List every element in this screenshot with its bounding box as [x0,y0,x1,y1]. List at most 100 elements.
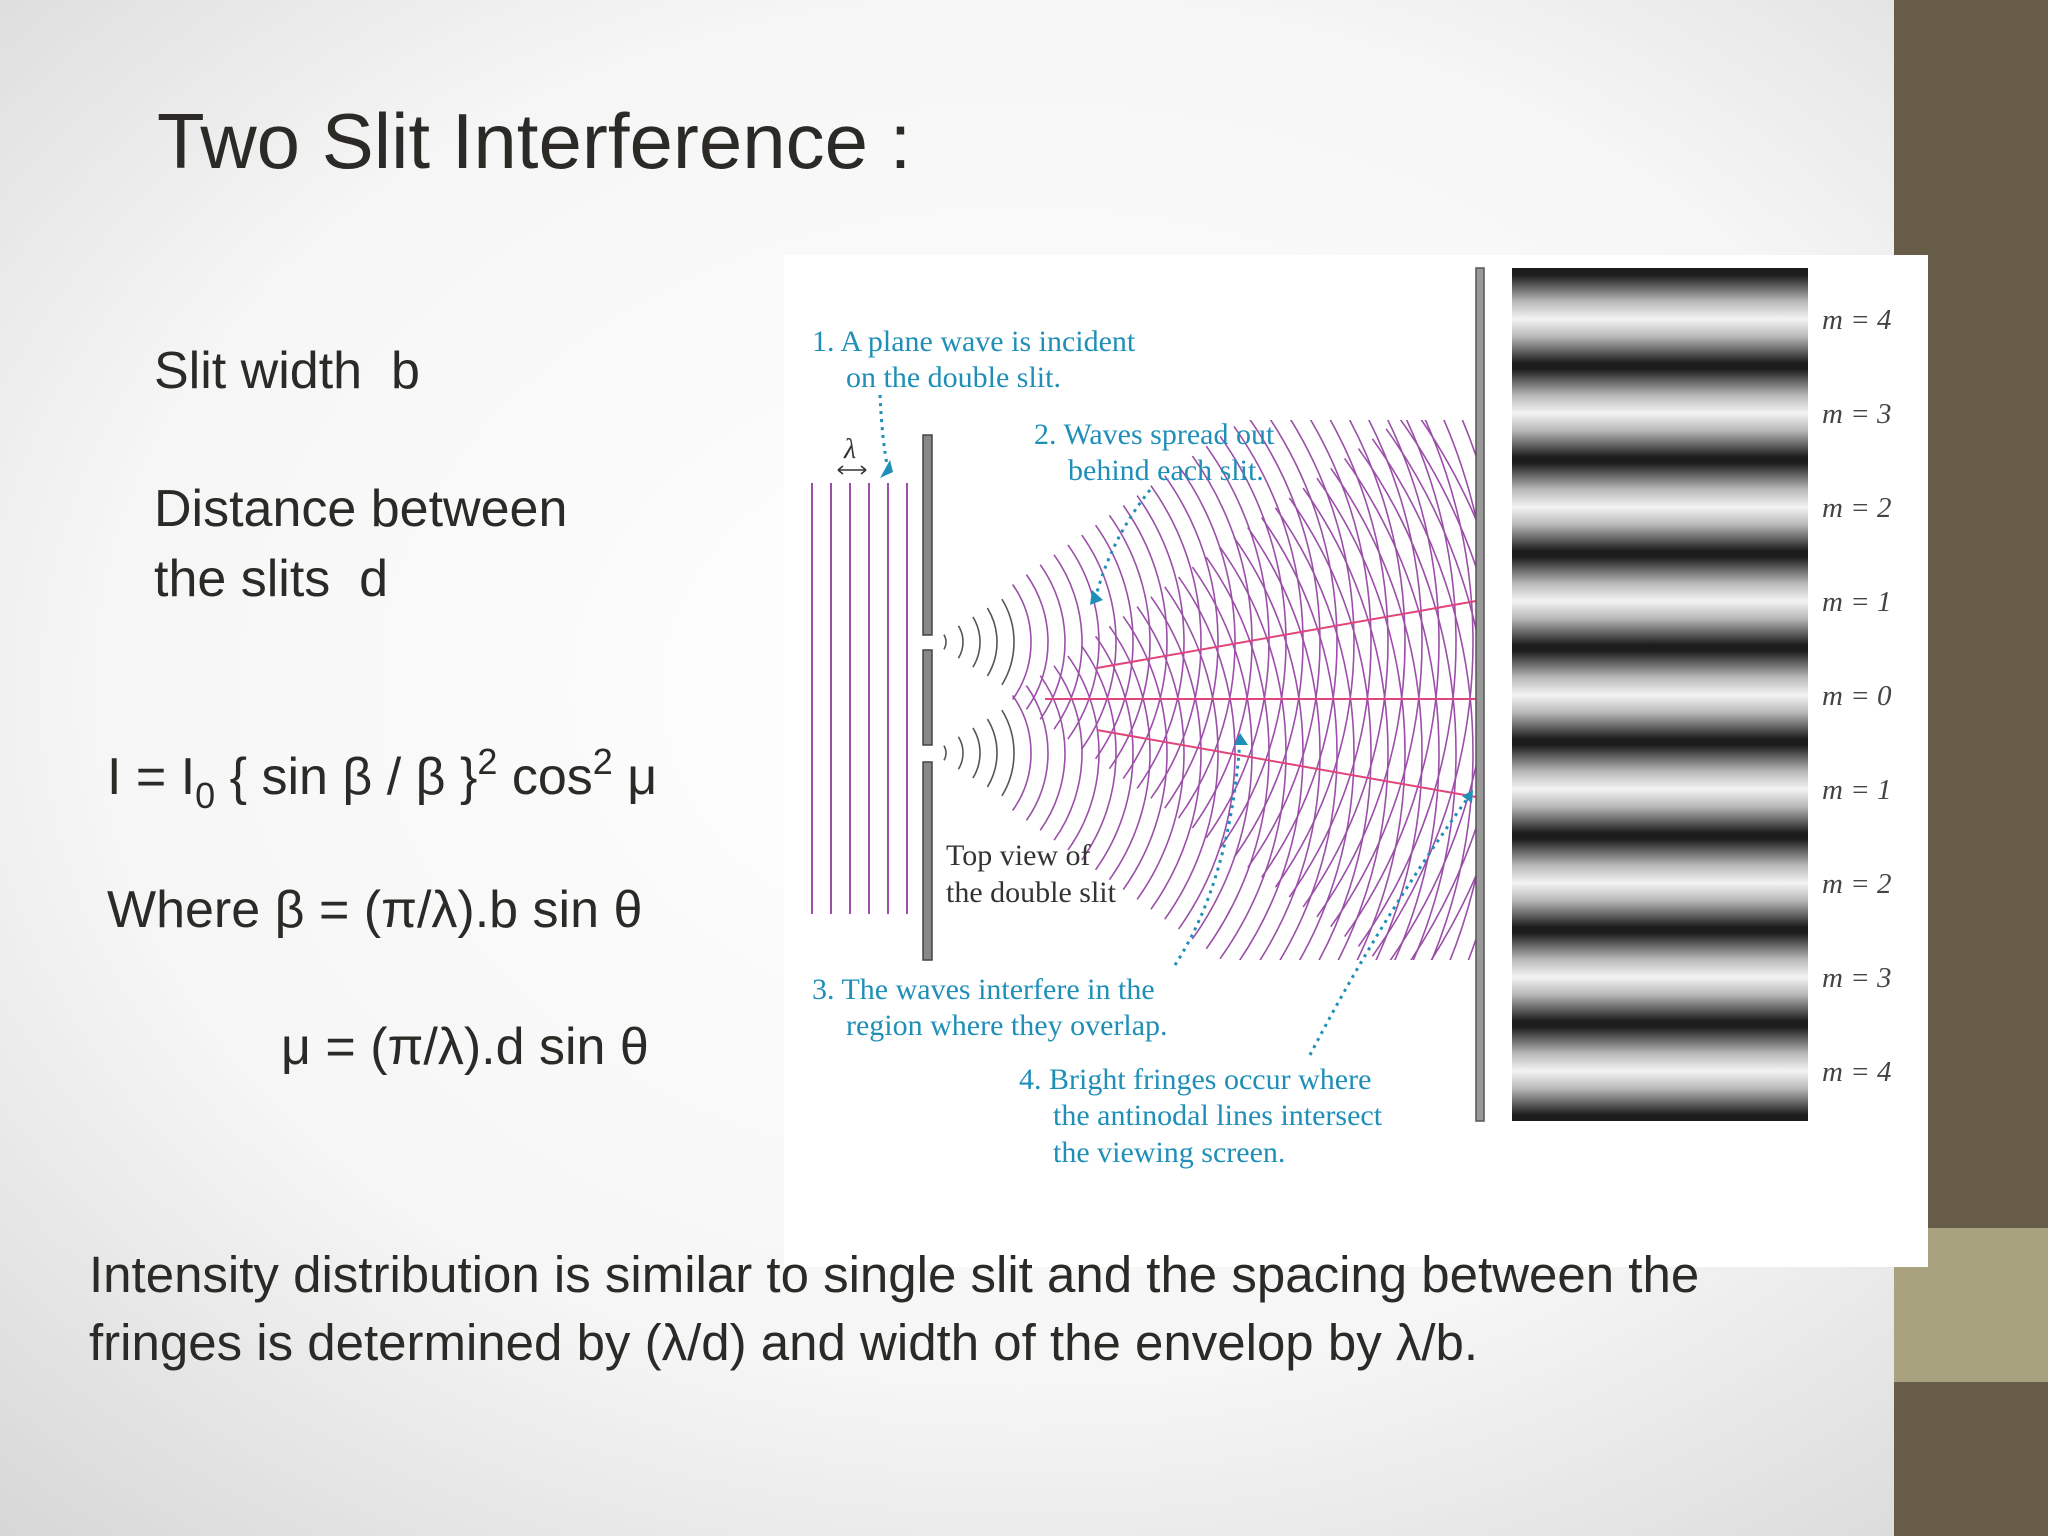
wave-arc [1219,546,1287,960]
wave-arc [1233,425,1304,859]
formula-part: cos [497,748,592,806]
wave-arc [1164,586,1219,920]
viewing-screen [1475,267,1485,1122]
wave-arc [1330,467,1423,960]
wave-arc [1233,536,1304,960]
order-label: m = 3 [1822,398,1892,430]
wave-arc [1420,420,1476,522]
wave-arc [1025,574,1049,710]
wave-arc [1122,615,1168,891]
wave-arc [1330,420,1423,928]
wave-arc [1039,564,1066,720]
formula-part: I = I [107,748,195,806]
wave-arc [1371,420,1474,957]
wave-arc [1288,497,1372,960]
slit-label: Top view of [946,839,1091,872]
wave-arc [1343,457,1440,960]
wave-arc [1150,485,1202,799]
wave-arc [1371,438,1474,960]
slit-barrier [922,434,933,961]
formula-superscript: 2 [593,741,613,782]
wave-arc [1205,556,1270,950]
wave-arc [1108,514,1151,770]
wave-arc [1001,598,1015,686]
wave-arc [1410,420,1476,960]
bright-fringe [1512,369,1808,457]
order-label: m = 0 [1822,680,1892,712]
slide-title: Two Slit Interference : [157,97,911,185]
wave-arc [1053,554,1083,730]
bright-fringe [1512,745,1808,833]
wave-fronts [943,420,1476,960]
step-note: 3. The waves interfere in the [812,973,1155,1006]
wave-arc [1205,445,1270,839]
parameter: Slit width b [154,342,420,400]
step-note: 2. Waves spread out [1034,418,1275,451]
antinodal-lines [1045,600,1477,798]
bright-fringe [1512,275,1808,363]
parameter: the slits d [154,550,388,608]
bright-fringe [1512,463,1808,551]
step-note: region where they overlap. [846,1009,1168,1042]
wave-arc [1067,655,1100,851]
wave-arc [972,727,981,779]
bright-fringe [1512,933,1808,1021]
footer-text: Intensity distribution is similar to sin… [89,1246,1699,1303]
wave-arc [1081,645,1117,861]
wave-arc [1389,420,1476,960]
wave-arc [986,607,998,677]
wave-arc [1316,477,1406,960]
beta-formula: Where β = (π/λ).b sin θ [107,881,642,939]
bright-fringe [1512,1027,1808,1115]
wave-arc [1177,465,1236,819]
wave-arc [1385,428,1476,960]
order-label: m = 3 [1822,962,1892,994]
wave-arc [957,736,964,770]
wave-arc [1039,675,1066,831]
wave-arc [1001,709,1015,797]
bright-fringe [1512,651,1808,739]
wave-arc [1136,606,1185,900]
wave-arc [1357,420,1457,947]
wave-arc [1260,517,1338,960]
footer-text: fringes is determined by (λ/d) and width… [89,1314,1478,1371]
mu-formula: μ = (π/λ).d sin θ [281,1018,649,1076]
wave-arc [957,625,964,659]
wave-arc [1430,873,1476,960]
order-label: m = 2 [1822,868,1892,900]
wavelength-marker [837,465,867,475]
wave-arc [1191,566,1253,940]
wave-arc [1108,625,1151,881]
wave-arc [1302,420,1389,908]
wave-arc [1302,487,1389,960]
wave-arc [1011,695,1032,811]
formula-subscript: 0 [195,775,215,816]
wave-arc [1164,475,1219,809]
fringe-pattern [1512,268,1808,1121]
wave-arc [1343,420,1440,938]
order-label: m = 4 [1822,304,1892,336]
wave-arc [1011,584,1032,700]
wave-arc [1247,527,1321,960]
annotation-arrows [878,394,1472,1056]
wave-arc [1177,576,1236,930]
wave-arc [1122,504,1168,780]
wave-arc [986,718,998,788]
wave-arc [1094,524,1134,760]
formula-superscript: 2 [477,741,497,782]
step-note: on the double slit. [846,361,1061,394]
plane-wave [811,483,908,914]
wavelength-label: λ [843,434,856,465]
wave-arc [1399,420,1476,960]
wave-arc [1025,685,1049,821]
step-note: the antinodal lines intersect [1053,1099,1383,1132]
order-label: m = 2 [1822,492,1892,524]
step-note: 1. A plane wave is incident [812,325,1136,358]
intensity-formula: I = I0 { sin β / β }2 cos2 μ [107,741,657,816]
step-note: the viewing screen. [1053,1136,1285,1169]
bright-fringe [1512,557,1808,645]
bright-fringe [1512,839,1808,927]
wave-arc [1191,455,1253,829]
wave-arc [1357,448,1457,960]
